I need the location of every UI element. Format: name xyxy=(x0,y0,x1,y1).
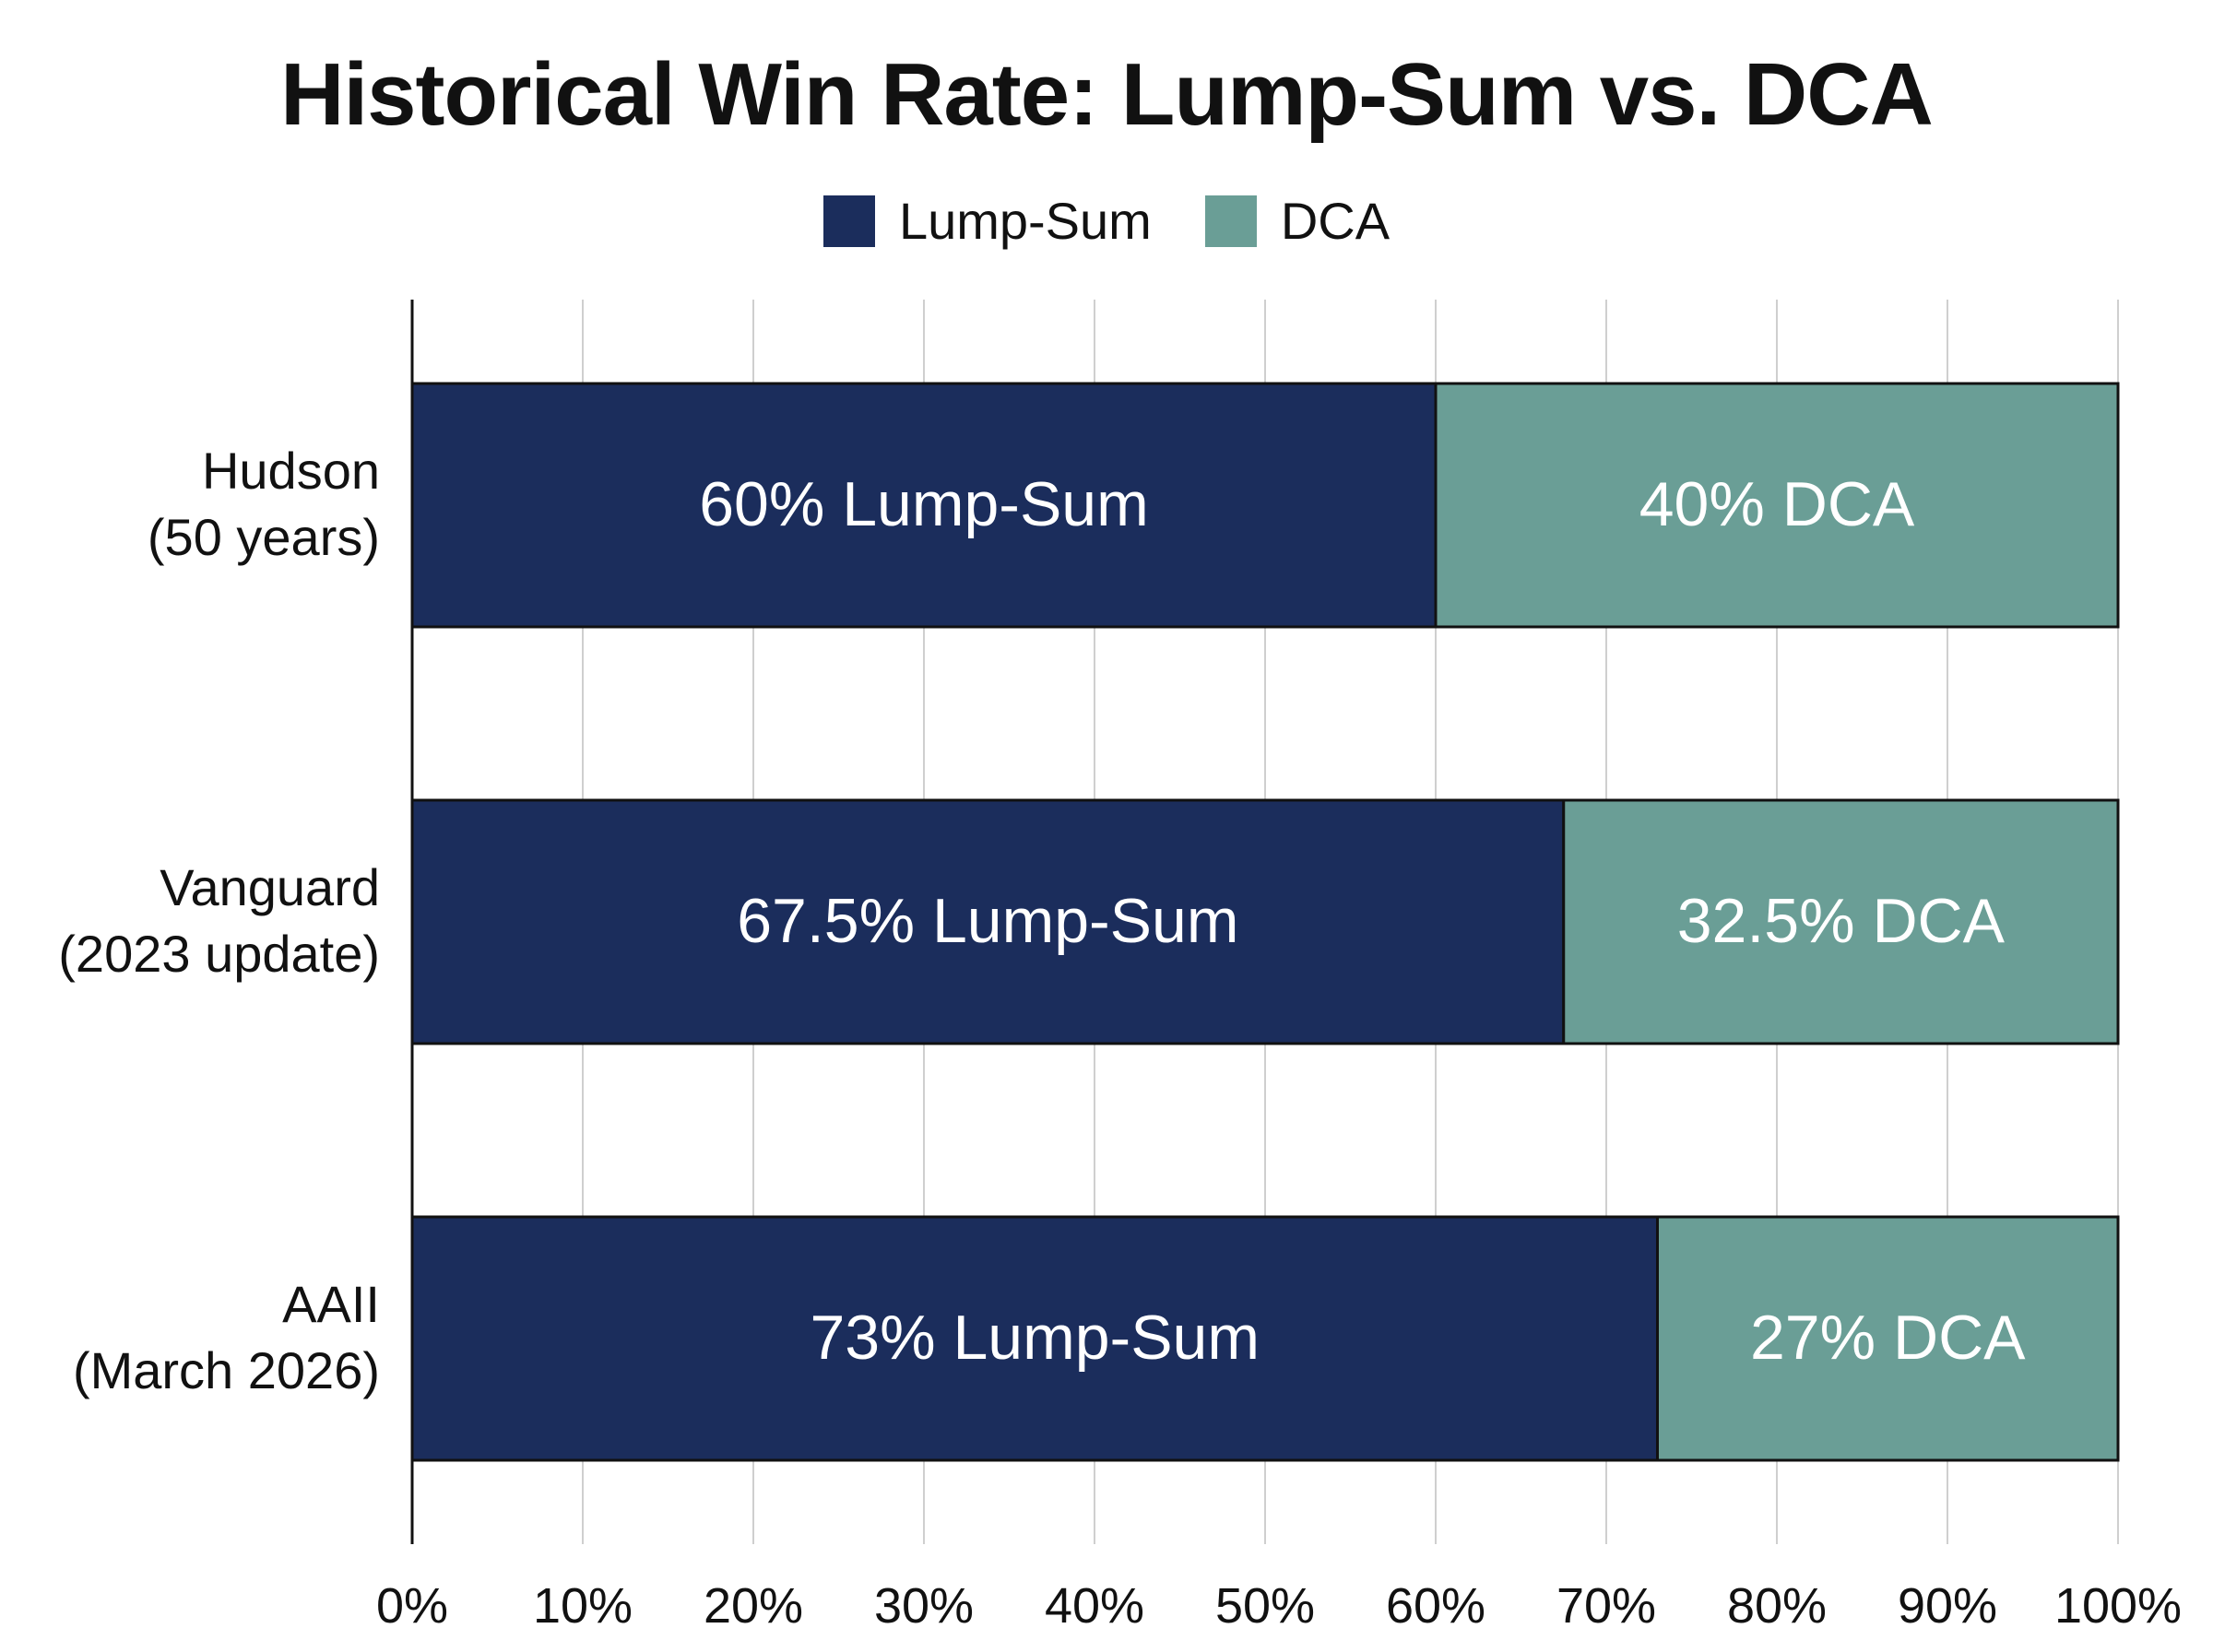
legend-label-dca: DCA xyxy=(1280,192,1391,250)
data-label-dca-1: 32.5% DCA xyxy=(1677,886,2006,956)
category-label-line: Hudson xyxy=(202,442,380,500)
x-tick-label: 0% xyxy=(376,1578,448,1634)
category-label-0: Hudson (50 years) xyxy=(148,442,380,566)
x-tick-label: 10% xyxy=(533,1578,633,1634)
data-label-lump-sum-0: 60% Lump-Sum xyxy=(699,469,1149,539)
bar-lump-sum-1 xyxy=(410,798,1566,1045)
legend-item-dca: DCA xyxy=(1204,189,1391,254)
bars xyxy=(410,382,2120,1462)
legend-label-lump-sum: Lump-Sum xyxy=(898,192,1152,250)
legend-swatch-dca xyxy=(1204,195,1257,247)
bar-dca-0 xyxy=(1434,382,2120,629)
x-tick-label: 90% xyxy=(1898,1578,1997,1634)
data-label-lump-sum-2: 73% Lump-Sum xyxy=(810,1303,1260,1373)
data-label-dca-2: 27% DCA xyxy=(1750,1303,2026,1373)
legend-item-lump-sum: Lump-Sum xyxy=(822,189,1152,254)
x-tick-label: 100% xyxy=(2054,1578,2182,1634)
x-tick-label: 70% xyxy=(1556,1578,1656,1634)
category-label-1: Vanguard (2023 update) xyxy=(58,858,380,983)
labels: 0% 10% 20% 30% 40% 50% 60% 70% 80% 90% 100% 60% Lum… xyxy=(58,442,2182,1634)
category-label-line: Vanguard xyxy=(160,858,380,916)
x-tick-label: 30% xyxy=(874,1578,974,1634)
category-label-line: (2023 update) xyxy=(58,925,380,983)
category-label-line: AAII xyxy=(282,1275,380,1333)
category-label-line: (March 2026) xyxy=(73,1341,380,1399)
chart-title: Historical Win Rate: Lump-Sum vs. DCA xyxy=(280,45,1934,144)
x-tick-label: 60% xyxy=(1386,1578,1485,1634)
x-tick-label: 20% xyxy=(704,1578,803,1634)
legend: Lump-Sum DCA xyxy=(0,189,2213,254)
bar-lump-sum-2 xyxy=(410,1215,1659,1462)
x-tick-label: 80% xyxy=(1727,1578,1827,1634)
legend-swatch-lump-sum xyxy=(822,195,875,247)
bar-dca-1 xyxy=(1562,798,2120,1045)
x-tick-label: 40% xyxy=(1045,1578,1144,1634)
category-label-line: (50 years) xyxy=(148,508,380,566)
x-tick-label: 50% xyxy=(1215,1578,1315,1634)
bar-dca-2 xyxy=(1656,1215,2120,1462)
data-label-dca-0: 40% DCA xyxy=(1639,469,1915,539)
category-label-2: AAII (March 2026) xyxy=(73,1275,380,1399)
bar-lump-sum-0 xyxy=(410,382,1438,629)
data-label-lump-sum-1: 67.5% Lump-Sum xyxy=(737,886,1238,956)
